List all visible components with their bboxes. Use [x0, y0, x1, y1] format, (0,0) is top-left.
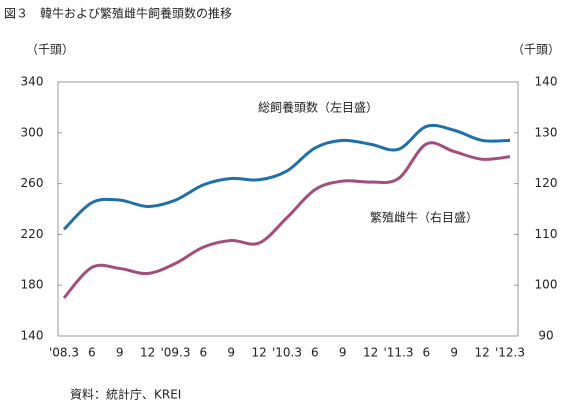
y-tick-label: 220	[21, 227, 44, 241]
y-tick-label: 300	[21, 125, 44, 139]
x-tick-label: '09.3	[160, 346, 190, 360]
source-note: 資料：統計庁、KREI	[70, 387, 181, 402]
x-tick-label: 9	[450, 346, 458, 360]
x-tick-label: 12	[363, 346, 378, 360]
x-tick-label: 6	[200, 346, 208, 360]
x-tick-label: 12	[251, 346, 266, 360]
x-tick-label: 9	[339, 346, 347, 360]
x-tick-label: '12.3	[495, 346, 525, 360]
y2-axis-label: （千頭）	[512, 43, 560, 57]
x-tick-label: 6	[423, 346, 431, 360]
y2-tick-label: 140	[535, 75, 558, 89]
x-tick-label: 9	[227, 346, 235, 360]
x-tick-label: 6	[88, 346, 96, 360]
x-tick-label: '10.3	[272, 346, 302, 360]
x-tick-label: 6	[311, 346, 319, 360]
x-tick-label: 9	[116, 346, 124, 360]
y2-tick-label: 130	[535, 125, 558, 139]
y-tick-label: 140	[21, 329, 44, 343]
plot-frame	[57, 81, 519, 337]
y2-tick-label: 100	[535, 278, 558, 292]
y2-tick-label: 120	[535, 176, 558, 190]
series-line	[62, 141, 511, 299]
series-line	[62, 123, 511, 231]
series-annotation: 総飼養頭数（左目盛）	[258, 100, 378, 115]
y-tick-label: 260	[21, 176, 44, 190]
y-tick-label: 340	[21, 75, 44, 89]
y-axis-label: （千頭）	[26, 43, 74, 57]
chart-title: 図３ 韓牛および繁殖雌牛飼養頭数の推移	[4, 6, 232, 21]
x-tick-label: '08.3	[49, 346, 79, 360]
y2-tick-label: 90	[538, 329, 553, 343]
y-tick-label: 180	[21, 278, 44, 292]
y2-tick-label: 110	[535, 227, 558, 241]
series-annotation: 繁殖雌牛（右目盛）	[370, 210, 478, 225]
x-tick-label: '11.3	[383, 346, 413, 360]
x-tick-label: 12	[140, 346, 155, 360]
x-tick-label: 12	[474, 346, 489, 360]
